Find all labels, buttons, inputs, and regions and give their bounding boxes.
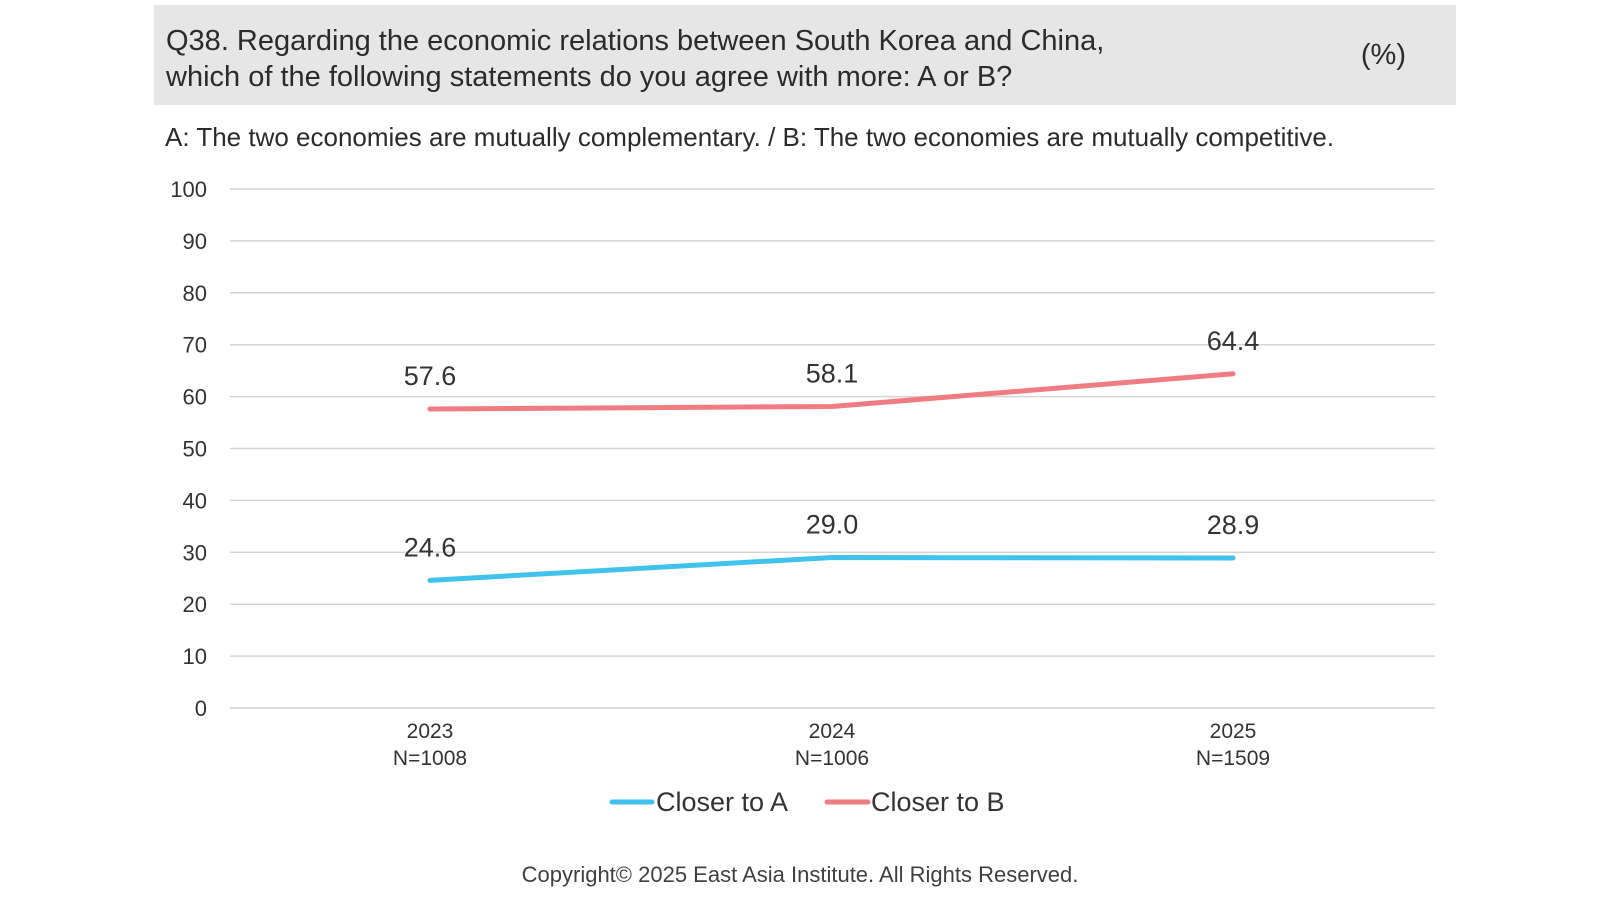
- y-tick-label-30: 30: [183, 540, 207, 565]
- x-tick-sublabel-2023: N=1008: [393, 747, 467, 770]
- question-text: Q38. Regarding the economic relations be…: [166, 23, 1266, 95]
- y-tick-label-90: 90: [183, 229, 207, 254]
- y-tick-label-40: 40: [183, 488, 207, 513]
- legend-label-closer-to-b: Closer to B: [871, 787, 1005, 817]
- data-label-closer-to-b-2025: 64.4: [1207, 326, 1260, 356]
- y-tick-label-100: 100: [170, 177, 207, 202]
- data-label-closer-to-b-2023: 57.6: [404, 361, 457, 391]
- data-label-closer-to-a-2025: 28.9: [1207, 510, 1260, 540]
- y-tick-label-70: 70: [183, 333, 207, 358]
- data-label-closer-to-b-2024: 58.1: [806, 358, 859, 388]
- x-tick-sublabel-2025: N=1509: [1196, 747, 1270, 770]
- y-tick-label-10: 10: [183, 644, 207, 669]
- y-tick-label-60: 60: [183, 385, 207, 410]
- x-tick-label-2024: 2024: [809, 720, 856, 743]
- x-tick-label-2023: 2023: [407, 720, 454, 743]
- chart-subtitle: A: The two economies are mutually comple…: [165, 122, 1335, 152]
- legend-label-closer-to-a: Closer to A: [656, 787, 788, 817]
- unit-label: (%): [1360, 39, 1406, 71]
- y-tick-label-20: 20: [183, 592, 207, 617]
- y-tick-label-50: 50: [183, 437, 207, 462]
- x-tick-label-2025: 2025: [1210, 720, 1257, 743]
- question-line-1: Q38. Regarding the economic relations be…: [166, 25, 1105, 57]
- y-tick-label-0: 0: [195, 696, 207, 721]
- copyright-text: Copyright© 2025 East Asia Institute. All…: [521, 862, 1079, 887]
- series-line-closer-to-a: [427, 554, 1236, 583]
- data-label-closer-to-a-2023: 24.6: [404, 532, 457, 562]
- data-label-closer-to-a-2024: 29.0: [806, 509, 859, 539]
- y-tick-label-80: 80: [183, 281, 207, 306]
- header-box: Q38. Regarding the economic relations be…: [154, 5, 1456, 105]
- x-tick-sublabel-2024: N=1006: [795, 747, 869, 770]
- series-line-closer-to-b: [427, 371, 1236, 412]
- question-line-2: which of the following statements do you…: [166, 61, 1013, 93]
